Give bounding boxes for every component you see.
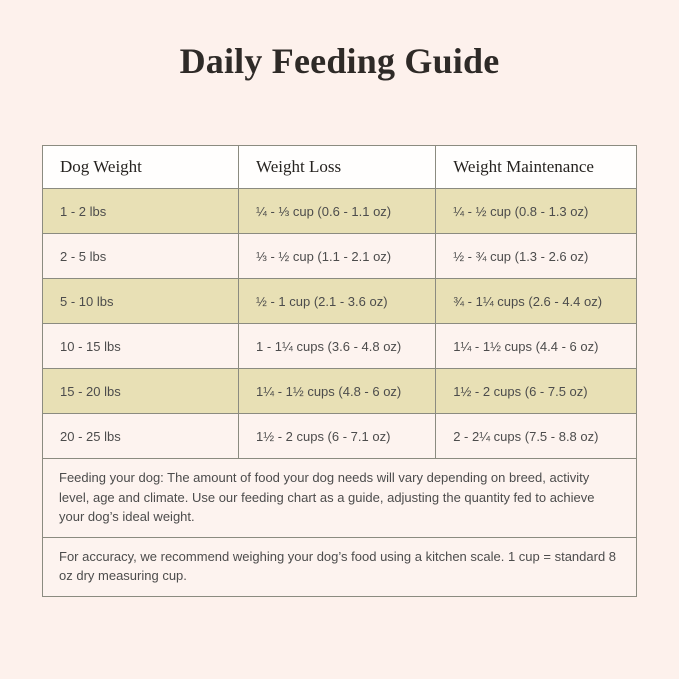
weight-loss-value: ¼ - ⅓ cup (0.6 - 1.1 oz) [238,188,437,234]
page-title: Daily Feeding Guide [179,41,500,81]
accuracy-note-row: For accuracy, we recommend weighing your… [42,536,637,597]
table-row: 15 - 20 lbs 1¼ - 1½ cups (4.8 - 6 oz) 1½… [41,368,637,414]
feeding-table: Dog Weight Weight Loss Weight Maintenanc… [41,145,637,597]
table-row: 5 - 10 lbs ½ - 1 cup (2.1 - 3.6 oz) ¾ - … [41,278,637,324]
weight-maintenance-value: 1½ - 2 cups (6 - 7.5 oz) [435,368,637,414]
weight-maintenance-value: ½ - ¾ cup (1.3 - 2.6 oz) [435,233,637,279]
dog-weight-value: 2 - 5 lbs [41,233,240,279]
weight-loss-value: 1 - 1¼ cups (3.6 - 4.8 oz) [238,323,437,369]
table-row: 10 - 15 lbs 1 - 1¼ cups (3.6 - 4.8 oz) 1… [41,323,637,369]
table-row: 2 - 5 lbs ⅓ - ½ cup (1.1 - 2.1 oz) ½ - ¾… [41,233,637,279]
column-header-dog-weight: Dog Weight [41,145,240,189]
feeding-guidance-note: Feeding your dog: The amount of food you… [42,458,637,538]
column-header-weight-loss: Weight Loss [238,145,437,189]
dog-weight-value: 20 - 25 lbs [41,413,240,459]
weight-loss-value: ½ - 1 cup (2.1 - 3.6 oz) [238,278,437,324]
table-row: 20 - 25 lbs 1½ - 2 cups (6 - 7.1 oz) 2 -… [41,413,637,459]
measuring-accuracy-note: For accuracy, we recommend weighing your… [42,536,637,597]
weight-maintenance-value: ¼ - ½ cup (0.8 - 1.3 oz) [435,188,637,234]
dog-weight-value: 5 - 10 lbs [41,278,240,324]
dog-weight-value: 15 - 20 lbs [41,368,240,414]
column-header-weight-maintenance: Weight Maintenance [435,145,637,189]
weight-maintenance-value: 1¼ - 1½ cups (4.4 - 6 oz) [435,323,637,369]
weight-loss-value: 1½ - 2 cups (6 - 7.1 oz) [238,413,437,459]
table-header-row: Dog Weight Weight Loss Weight Maintenanc… [41,145,637,189]
weight-loss-value: ⅓ - ½ cup (1.1 - 2.1 oz) [238,233,437,279]
weight-maintenance-value: 2 - 2¼ cups (7.5 - 8.8 oz) [435,413,637,459]
weight-maintenance-value: ¾ - 1¼ cups (2.6 - 4.4 oz) [435,278,637,324]
weight-loss-value: 1¼ - 1½ cups (4.8 - 6 oz) [238,368,437,414]
table-row: 1 - 2 lbs ¼ - ⅓ cup (0.6 - 1.1 oz) ¼ - ½… [41,188,637,234]
dog-weight-value: 10 - 15 lbs [41,323,240,369]
dog-weight-value: 1 - 2 lbs [41,188,240,234]
feeding-note-row: Feeding your dog: The amount of food you… [42,458,637,538]
